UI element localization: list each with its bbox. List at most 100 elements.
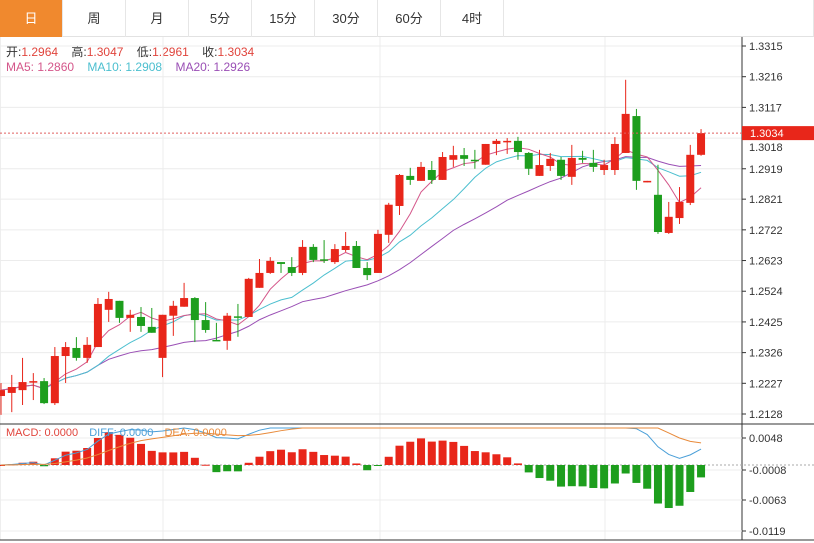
macd-bar xyxy=(632,465,641,483)
macd-bar xyxy=(600,465,609,489)
macd-bar xyxy=(233,465,242,472)
macd-bar xyxy=(643,465,652,489)
macd-bar xyxy=(126,437,135,465)
candle-down xyxy=(115,300,124,318)
candle-down xyxy=(406,175,415,180)
macd-bar xyxy=(524,465,533,473)
macd-bar xyxy=(578,465,587,487)
macd-bar xyxy=(395,445,404,465)
tab-5[interactable]: 30分 xyxy=(315,0,378,37)
tab-4[interactable]: 15分 xyxy=(252,0,315,37)
candle-down xyxy=(72,347,81,358)
ma5-line xyxy=(0,147,702,391)
macd-bar xyxy=(83,448,92,465)
macd-bar xyxy=(309,451,318,465)
candle-up xyxy=(417,166,426,181)
candle-up xyxy=(546,158,555,166)
candle-down xyxy=(190,298,199,321)
candle-up xyxy=(223,315,232,341)
tab-3[interactable]: 5分 xyxy=(189,0,252,37)
macd-bar xyxy=(180,451,189,465)
macd-bar xyxy=(104,432,113,465)
candle-up xyxy=(395,174,404,206)
macd-bar xyxy=(115,434,124,465)
candle-up xyxy=(104,298,113,310)
macd-bar xyxy=(653,465,662,504)
candle-down xyxy=(201,320,210,330)
candle-down xyxy=(277,262,286,264)
candle-up xyxy=(341,245,350,250)
macd-bar xyxy=(330,455,339,465)
dea-value: DEA: 0.0000 xyxy=(164,427,227,439)
macd-readout: MACD: 0.0000 DIFF: 0.0000 DEA: 0.0000 xyxy=(6,427,227,439)
candle-up xyxy=(83,344,92,358)
tab-7[interactable]: 4时 xyxy=(441,0,504,37)
macd-bar xyxy=(158,452,167,465)
tab-0[interactable]: 日 xyxy=(0,0,63,37)
macd-bar xyxy=(72,450,81,465)
current-price-box xyxy=(742,126,814,141)
ohlc-readout: 开:1.2964 高:1.3047 低:1.2961 收:1.3034 xyxy=(6,43,264,60)
price-tick-label: 1.2722 xyxy=(749,225,783,237)
candle-down xyxy=(524,152,533,169)
macd-bar xyxy=(546,465,555,481)
macd-bar xyxy=(320,455,329,465)
high-value: 1.3047 xyxy=(86,45,124,59)
candle-down xyxy=(147,326,156,333)
candle-up xyxy=(643,180,652,183)
candle-up xyxy=(266,260,275,273)
price-tick-label: 1.2623 xyxy=(749,256,783,268)
tab-6[interactable]: 60分 xyxy=(378,0,441,37)
candle-up xyxy=(169,305,178,316)
price-tick-label: 1.2227 xyxy=(749,378,783,390)
current-price-label: 1.3034 xyxy=(750,128,784,140)
candle-up xyxy=(503,140,512,143)
macd-bar xyxy=(492,454,501,465)
candle-down xyxy=(137,316,146,326)
tab-1[interactable]: 周 xyxy=(63,0,126,37)
macd-bar xyxy=(406,441,415,465)
macd-bar xyxy=(460,445,469,465)
price-tick-label: 1.2524 xyxy=(749,286,783,298)
macd-bar xyxy=(535,465,544,479)
candle-up xyxy=(0,390,5,397)
candle-up xyxy=(535,165,544,176)
candle-up xyxy=(567,157,576,177)
macd-bar xyxy=(363,465,372,471)
close-value: 1.3034 xyxy=(217,45,255,59)
macd-bar xyxy=(341,456,350,465)
candle-down xyxy=(40,381,49,404)
ma20-line xyxy=(0,156,702,391)
price-tick-label: 1.2821 xyxy=(749,194,783,206)
price-tick-label: 1.3018 xyxy=(749,142,783,154)
candle-down xyxy=(233,316,242,318)
open-value: 1.2964 xyxy=(21,45,59,59)
candle-up xyxy=(330,249,339,263)
candle-down xyxy=(363,267,372,276)
macd-bar xyxy=(50,458,59,465)
macd-bar xyxy=(201,464,210,466)
candle-up xyxy=(158,314,167,358)
macd-bar xyxy=(277,449,286,465)
price-tick-label: 1.2326 xyxy=(749,348,783,360)
macd-bar xyxy=(266,451,275,465)
price-tick-label: 1.2425 xyxy=(749,317,783,329)
macd-bar xyxy=(61,451,70,465)
tab-2[interactable]: 月 xyxy=(126,0,189,37)
candle-up xyxy=(675,201,684,219)
macd-bar xyxy=(137,443,146,465)
macd-bar xyxy=(621,465,630,474)
diff-value: DIFF: 0.0000 xyxy=(89,427,154,439)
macd-bar xyxy=(352,463,361,465)
candle-up xyxy=(686,154,695,203)
macd-bar xyxy=(664,465,673,509)
macd-bar xyxy=(417,438,426,465)
price-tick-label: 1.3117 xyxy=(749,102,782,114)
low-value: 1.2961 xyxy=(152,45,189,59)
macd-value: MACD: 0.0000 xyxy=(6,427,79,439)
candle-up xyxy=(7,387,16,393)
price-tick-label: 1.3315 xyxy=(749,41,783,53)
candle-up xyxy=(50,356,59,404)
candle-down xyxy=(513,140,522,153)
